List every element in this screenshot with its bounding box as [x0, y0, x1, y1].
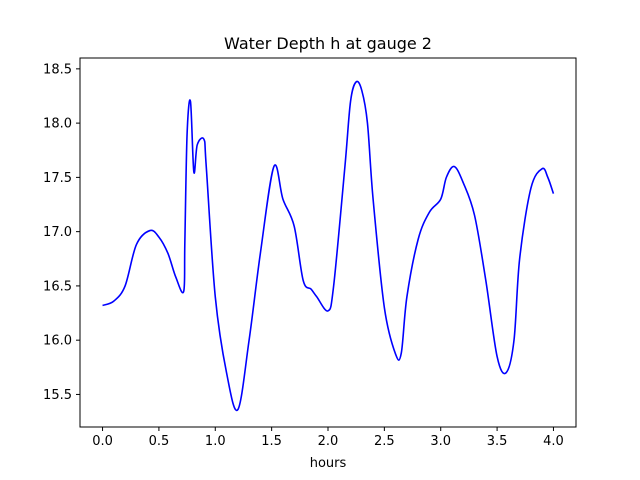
- x-tick-label: 2.0: [318, 434, 339, 449]
- x-tick-label: 1.5: [261, 434, 282, 449]
- x-tick-label: 4.0: [543, 434, 564, 449]
- series-line: [102, 80, 555, 412]
- y-tick-label: 17.0: [43, 225, 72, 240]
- y-tick-label: 16.0: [43, 334, 72, 349]
- y-tick-label: 18.0: [43, 117, 72, 132]
- x-tick-label: 3.5: [487, 434, 508, 449]
- y-tick-label: 18.5: [43, 62, 72, 77]
- y-axis: 15.5 16.0 16.5 17.0 17.5 18.0 18.5: [43, 62, 80, 403]
- x-tick-label: 0.0: [92, 434, 113, 449]
- chart-title: Water Depth h at gauge 2: [224, 34, 432, 53]
- y-tick-label: 15.5: [43, 388, 72, 403]
- x-axis: 0.0 0.5 1.0 1.5 2.0 2.5 3.0 3.5 4.0: [92, 427, 564, 449]
- y-tick-label: 17.5: [43, 171, 72, 186]
- y-tick-label: 16.5: [43, 279, 72, 294]
- x-tick-label: 2.5: [374, 434, 395, 449]
- x-tick-label: 0.5: [149, 434, 170, 449]
- x-tick-label: 3.0: [430, 434, 451, 449]
- x-axis-title: hours: [310, 456, 347, 471]
- plot-area: [102, 80, 555, 412]
- x-tick-label: 1.0: [205, 434, 226, 449]
